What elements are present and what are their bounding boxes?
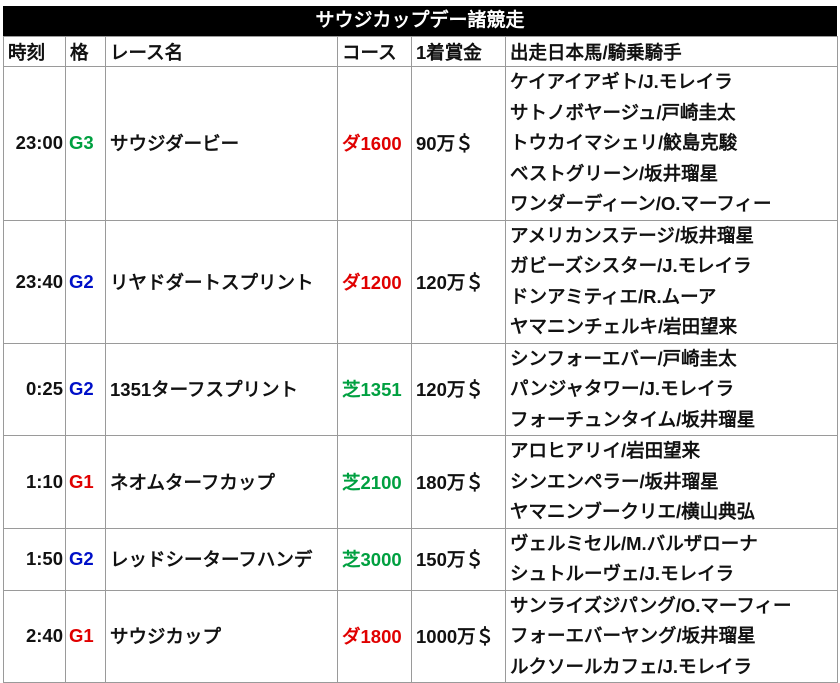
race-horses: アロヒアリイ/岩田望来 シンエンペラー/坂井瑠星ヤマニンブークリエ/横山典弘 [505, 435, 838, 529]
race-prize: 90万＄ [411, 66, 506, 221]
race-course: ダ1600 [337, 66, 412, 221]
race-prize: 1000万＄ [411, 589, 506, 683]
race-prize: 180万＄ [411, 435, 506, 529]
header-prize: 1着賞金 [411, 36, 506, 67]
race-name: ネオムターフカップ [105, 435, 338, 529]
race-schedule: サウジカップデー諸競走 時刻 格 レース名 コース 1着賞金 出走日本馬/騎乗騎… [3, 6, 838, 683]
horse-jockey: ベストグリーン/坂井瑠星 [510, 162, 719, 184]
race-horses: サンライズジパング/O.マーフィー フォーエバーヤング/坂井瑠星 ルクソールカフェ/… [505, 589, 838, 683]
horse-jockey: フォーチュンタイム/坂井瑠星 [510, 408, 756, 430]
race-name: レッドシーターフハンデ [105, 527, 338, 591]
horse-jockey: フォーエバーヤング/坂井瑠星 [510, 625, 756, 646]
race-name: リヤドダートスプリント [105, 219, 338, 344]
race-horses: ケイアイアギト/J.モレイラ サトノボヤージュ/戸崎圭太 トウカイマシェリ/鮫島克駿… [505, 66, 838, 221]
race-grade: G3 [65, 66, 106, 221]
header-grade: 格 [65, 36, 106, 67]
race-time: 1:10 [3, 435, 66, 529]
race-horses: ヴェルミセル/M.バルザローナ シュトルーヴェ/J.モレイラ [505, 527, 838, 591]
race-course: ダ1200 [337, 219, 412, 344]
horse-jockey: ガビーズシスター/J.モレイラ [510, 255, 752, 276]
horse-jockey: ヴェルミセル/M.バルザローナ [510, 532, 758, 554]
race-time: 23:00 [3, 66, 66, 221]
horse-jockey: ヤマニンブークリエ/横山典弘 [510, 501, 756, 522]
header-time: 時刻 [3, 36, 66, 67]
header-horses: 出走日本馬/騎乗騎手 [505, 36, 838, 67]
header-race-name: レース名 [105, 36, 338, 67]
race-horses: シンフォーエバー/戸崎圭太 パンジャタワー/J.モレイラ フォーチュンタイム/坂井瑠… [505, 342, 838, 436]
race-row: 23:40 G2 リヤドダートスプリント ダ1200 120万＄ アメリカンステージ/坂井… [3, 219, 838, 344]
horse-jockey: アメリカンステージ/坂井瑠星 [510, 224, 754, 246]
horse-jockey: パンジャタワー/J.モレイラ [510, 378, 735, 399]
race-row: 23:00 G3 サウジダービー ダ1600 90万＄ ケイアイアギト/J.モレイラ サトノ… [3, 66, 838, 221]
race-grade: G2 [65, 342, 106, 436]
race-grade: G2 [65, 527, 106, 591]
race-table: 時刻 格 レース名 コース 1着賞金 出走日本馬/騎乗騎手 23:00 G3 サウジ… [3, 36, 838, 683]
horse-jockey: アロヒアリイ/岩田望来 [510, 440, 701, 461]
race-row: 0:25 G2 1351ターフスプリント 芝1351 120万＄ シンフォーエバー/戸崎圭… [3, 342, 838, 436]
race-prize: 120万＄ [411, 219, 506, 344]
race-row: 1:50 G2 レッドシーターフハンデ 芝3000 150万＄ ヴェルミセル/M.バルザロ… [3, 527, 838, 591]
header-row: 時刻 格 レース名 コース 1着賞金 出走日本馬/騎乗騎手 [3, 36, 838, 67]
horse-jockey: ルクソールカフェ/J.モレイラ [510, 655, 753, 677]
race-time: 1:50 [3, 527, 66, 591]
race-row: 1:10 G1 ネオムターフカップ 芝2100 180万＄ アロヒアリイ/岩田望来 シンエン… [3, 435, 838, 529]
race-course: ダ1800 [337, 589, 412, 683]
race-horses: アメリカンステージ/坂井瑠星 ガビーズシスター/J.モレイラ ドンアミティエ/R.ム… [505, 219, 838, 344]
horse-jockey: トウカイマシェリ/鮫島克駿 [510, 132, 738, 153]
race-time: 0:25 [3, 342, 66, 436]
race-name: サウジダービー [105, 66, 338, 221]
horse-jockey: サンライズジパング/O.マーフィー [510, 594, 792, 616]
horse-jockey: シンエンペラー/坂井瑠星 [510, 470, 719, 492]
race-course: 芝3000 [337, 527, 412, 591]
race-name: サウジカップ [105, 589, 338, 683]
horse-jockey: サトノボヤージュ/戸崎圭太 [510, 101, 736, 123]
race-row: 2:40 G1 サウジカップ ダ1800 1000万＄ サンライズジパング/O.マーフィー… [3, 589, 838, 683]
horse-jockey: ヤマニンチェルキ/岩田望来 [510, 316, 738, 337]
horse-jockey: ワンダーディーン/O.マーフィー [510, 193, 772, 214]
race-grade: G1 [65, 589, 106, 683]
horse-jockey: シュトルーヴェ/J.モレイラ [510, 563, 735, 584]
race-prize: 150万＄ [411, 527, 506, 591]
race-grade: G1 [65, 435, 106, 529]
header-course: コース [337, 36, 412, 67]
race-prize: 120万＄ [411, 342, 506, 436]
horse-jockey: ケイアイアギト/J.モレイラ [510, 71, 733, 92]
race-name: 1351ターフスプリント [105, 342, 338, 436]
race-time: 23:40 [3, 219, 66, 344]
race-course: 芝2100 [337, 435, 412, 529]
race-grade: G2 [65, 219, 106, 344]
table-title: サウジカップデー諸競走 [3, 6, 837, 36]
horse-jockey: ドンアミティエ/R.ムーア [510, 285, 717, 307]
race-course: 芝1351 [337, 342, 412, 436]
horse-jockey: シンフォーエバー/戸崎圭太 [510, 347, 737, 369]
race-time: 2:40 [3, 589, 66, 683]
